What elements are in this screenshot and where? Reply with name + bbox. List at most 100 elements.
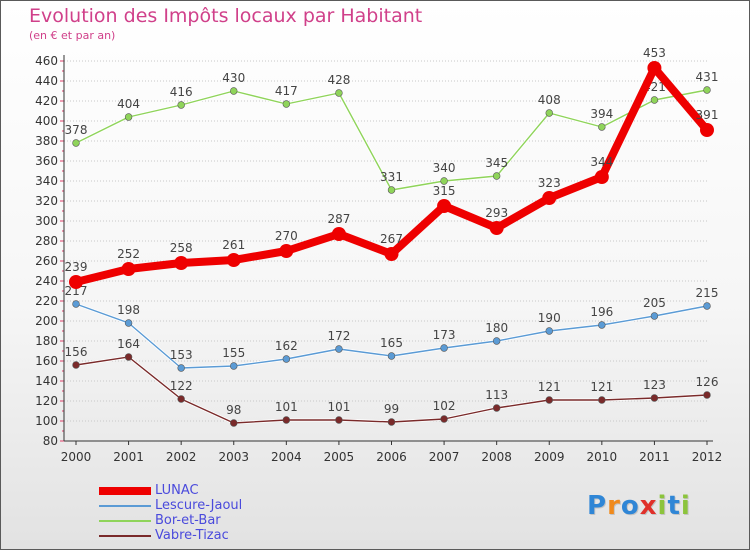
data-point xyxy=(230,362,238,370)
legend-swatch xyxy=(99,520,151,522)
data-point xyxy=(598,396,606,404)
chart-title: Evolution des Impôts locaux par Habitant xyxy=(29,5,423,27)
data-label: 164 xyxy=(117,337,140,351)
y-tick-label: 80 xyxy=(43,434,58,448)
data-label: 98 xyxy=(226,403,241,417)
logo-letter: i xyxy=(657,491,668,521)
legend-swatch xyxy=(99,535,151,537)
data-point xyxy=(121,262,136,276)
data-point xyxy=(545,109,553,117)
y-tick-label: 400 xyxy=(35,114,58,128)
y-tick-label: 380 xyxy=(35,134,58,148)
data-label: 205 xyxy=(643,296,666,310)
x-tick-label: 2004 xyxy=(271,450,302,464)
data-point xyxy=(545,396,553,404)
x-tick-label: 2009 xyxy=(534,450,565,464)
data-point xyxy=(335,416,343,424)
data-label: 270 xyxy=(275,229,298,243)
data-label: 101 xyxy=(327,400,350,414)
data-label: 287 xyxy=(327,212,350,226)
y-tick-label: 120 xyxy=(35,394,58,408)
data-point xyxy=(177,364,185,372)
data-point xyxy=(72,300,80,308)
x-tick-label: 2002 xyxy=(166,450,197,464)
data-point xyxy=(492,172,501,180)
y-tick-label: 360 xyxy=(35,154,58,168)
data-label: 261 xyxy=(222,238,245,252)
y-tick-label: 320 xyxy=(35,194,58,208)
data-point xyxy=(387,418,396,426)
data-label: 323 xyxy=(538,176,561,190)
data-label: 173 xyxy=(433,328,456,342)
legend-swatch xyxy=(99,487,151,495)
data-label: 404 xyxy=(117,97,140,111)
data-point xyxy=(384,247,399,261)
x-tick-label: 2011 xyxy=(639,450,670,464)
y-tick-label: 440 xyxy=(35,74,58,88)
data-point xyxy=(703,391,711,399)
data-point xyxy=(437,199,452,213)
data-label: 239 xyxy=(65,260,88,274)
data-point xyxy=(335,89,343,97)
data-label: 198 xyxy=(117,303,140,317)
y-tick-label: 220 xyxy=(35,294,58,308)
data-point xyxy=(387,352,396,360)
data-label: 155 xyxy=(222,346,245,360)
data-label: 431 xyxy=(696,70,719,84)
y-tick-label: 300 xyxy=(35,214,58,228)
logo-letter: r xyxy=(607,491,621,521)
data-point xyxy=(545,327,553,335)
logo-letter: o xyxy=(620,491,640,521)
data-label: 416 xyxy=(170,85,193,99)
data-label: 121 xyxy=(538,380,561,394)
y-tick-label: 180 xyxy=(35,334,58,348)
data-label: 408 xyxy=(538,93,561,107)
data-point xyxy=(489,221,504,235)
legend-label: LUNAC xyxy=(155,483,199,498)
data-point xyxy=(124,353,133,361)
data-label: 162 xyxy=(275,339,298,353)
data-label: 102 xyxy=(433,399,456,413)
data-label: 165 xyxy=(380,336,403,350)
y-tick-label: 140 xyxy=(35,374,58,388)
data-point xyxy=(647,61,662,75)
data-label: 122 xyxy=(170,379,193,393)
data-label: 156 xyxy=(65,345,88,359)
x-tick-label: 2010 xyxy=(587,450,618,464)
data-point xyxy=(650,312,659,320)
data-label: 340 xyxy=(433,161,456,175)
legend-label: Lescure-Jaoul xyxy=(155,498,243,513)
data-point xyxy=(282,355,291,363)
data-label: 417 xyxy=(275,84,298,98)
data-point xyxy=(177,101,185,109)
data-point xyxy=(700,123,714,137)
data-point xyxy=(542,191,557,205)
y-tick-label: 460 xyxy=(35,54,58,68)
data-point xyxy=(387,186,396,194)
data-point xyxy=(282,100,291,108)
data-point xyxy=(279,244,294,258)
data-point xyxy=(72,139,80,147)
data-point xyxy=(174,256,189,270)
data-point xyxy=(594,170,609,184)
legend-label: Vabre-Tizac xyxy=(155,528,229,543)
data-label: 453 xyxy=(643,46,666,60)
data-point xyxy=(177,395,185,403)
data-label: 331 xyxy=(380,170,403,184)
data-point xyxy=(650,394,659,402)
data-label: 99 xyxy=(384,402,399,416)
data-point xyxy=(598,123,606,131)
data-label: 180 xyxy=(485,321,508,335)
data-label: 394 xyxy=(590,107,613,121)
y-tick-label: 260 xyxy=(35,254,58,268)
legend-swatch xyxy=(99,505,151,507)
y-tick-label: 100 xyxy=(35,414,58,428)
data-label: 344 xyxy=(590,155,613,169)
data-point xyxy=(124,113,133,121)
data-point xyxy=(440,344,448,352)
legend-label: Bor-et-Bar xyxy=(155,513,221,528)
data-point xyxy=(440,415,448,423)
data-label: 153 xyxy=(170,348,193,362)
logo-letter: t xyxy=(667,491,681,521)
